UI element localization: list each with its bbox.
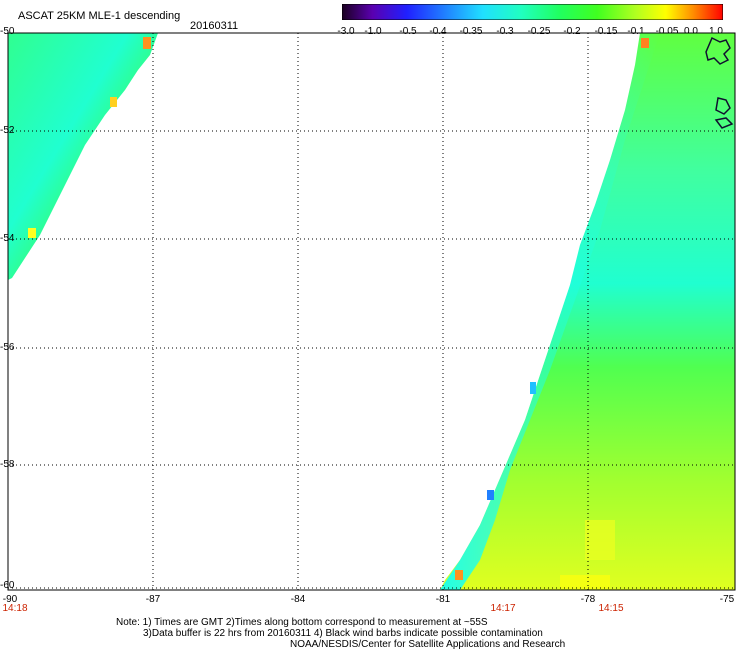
swath-pixel bbox=[143, 37, 151, 49]
colorbar-label: -3.0 bbox=[337, 26, 355, 37]
notes-line-3: NOAA/NESDIS/Center for Satellite Applica… bbox=[290, 639, 566, 650]
notes-line-1: Note: 1) Times are GMT 2)Times along bot… bbox=[116, 617, 488, 628]
colorbar-label: -0.15 bbox=[594, 26, 618, 37]
lon-label: -84 bbox=[290, 594, 306, 605]
lon-label: -81 bbox=[435, 594, 451, 605]
time-label: 14:18 bbox=[2, 603, 28, 614]
colorbar-label: -0.4 bbox=[429, 26, 447, 37]
colorbar-label: -0.1 bbox=[627, 26, 645, 37]
time-label: 14:17 bbox=[490, 603, 516, 614]
swath-pixel bbox=[28, 228, 36, 238]
notes-line-2: 3)Data buffer is 22 hrs from 20160311 4)… bbox=[143, 628, 543, 639]
lat-label: -50 bbox=[0, 26, 15, 37]
swath-pixel bbox=[455, 570, 463, 580]
lon-label: -90 bbox=[2, 594, 18, 605]
lon-label: -87 bbox=[145, 594, 161, 605]
lat-label: -60 bbox=[0, 580, 15, 591]
lat-label: -58 bbox=[0, 459, 15, 470]
lon-label: -75 bbox=[719, 594, 735, 605]
product-date: 20160311 bbox=[190, 20, 239, 32]
coastline bbox=[705, 36, 734, 129]
swath-west bbox=[8, 33, 158, 280]
swath-pixel bbox=[110, 97, 117, 107]
colorbar-label: -0.35 bbox=[459, 26, 483, 37]
product-title: ASCAT 25KM MLE-1 descending bbox=[18, 10, 181, 22]
lat-label: -52 bbox=[0, 125, 15, 136]
colorbar-label: -0.5 bbox=[399, 26, 417, 37]
swath-pixel bbox=[530, 382, 536, 394]
swath-east-edge bbox=[440, 33, 660, 590]
swath-pixel bbox=[585, 520, 615, 560]
colorbar-label: 1.0 bbox=[709, 26, 723, 37]
colorbar-label: 0.0 bbox=[684, 26, 698, 37]
swath-pixel bbox=[560, 575, 610, 589]
colorbar-label: -0.05 bbox=[655, 26, 679, 37]
colorbar-label: -1.0 bbox=[364, 26, 382, 37]
map-frame bbox=[7, 32, 736, 591]
swath-pixel bbox=[641, 38, 649, 48]
lon-label: -78 bbox=[580, 594, 596, 605]
swath-pixel bbox=[487, 490, 494, 500]
colorbar-label: -0.2 bbox=[563, 26, 581, 37]
colorbar-label: -0.25 bbox=[527, 26, 551, 37]
colorbar-label: -0.3 bbox=[496, 26, 514, 37]
colorbar bbox=[342, 4, 723, 20]
time-label: 14:15 bbox=[598, 603, 624, 614]
lat-label: -56 bbox=[0, 342, 15, 353]
lat-label: -54 bbox=[0, 233, 15, 244]
swath-east bbox=[440, 33, 735, 590]
